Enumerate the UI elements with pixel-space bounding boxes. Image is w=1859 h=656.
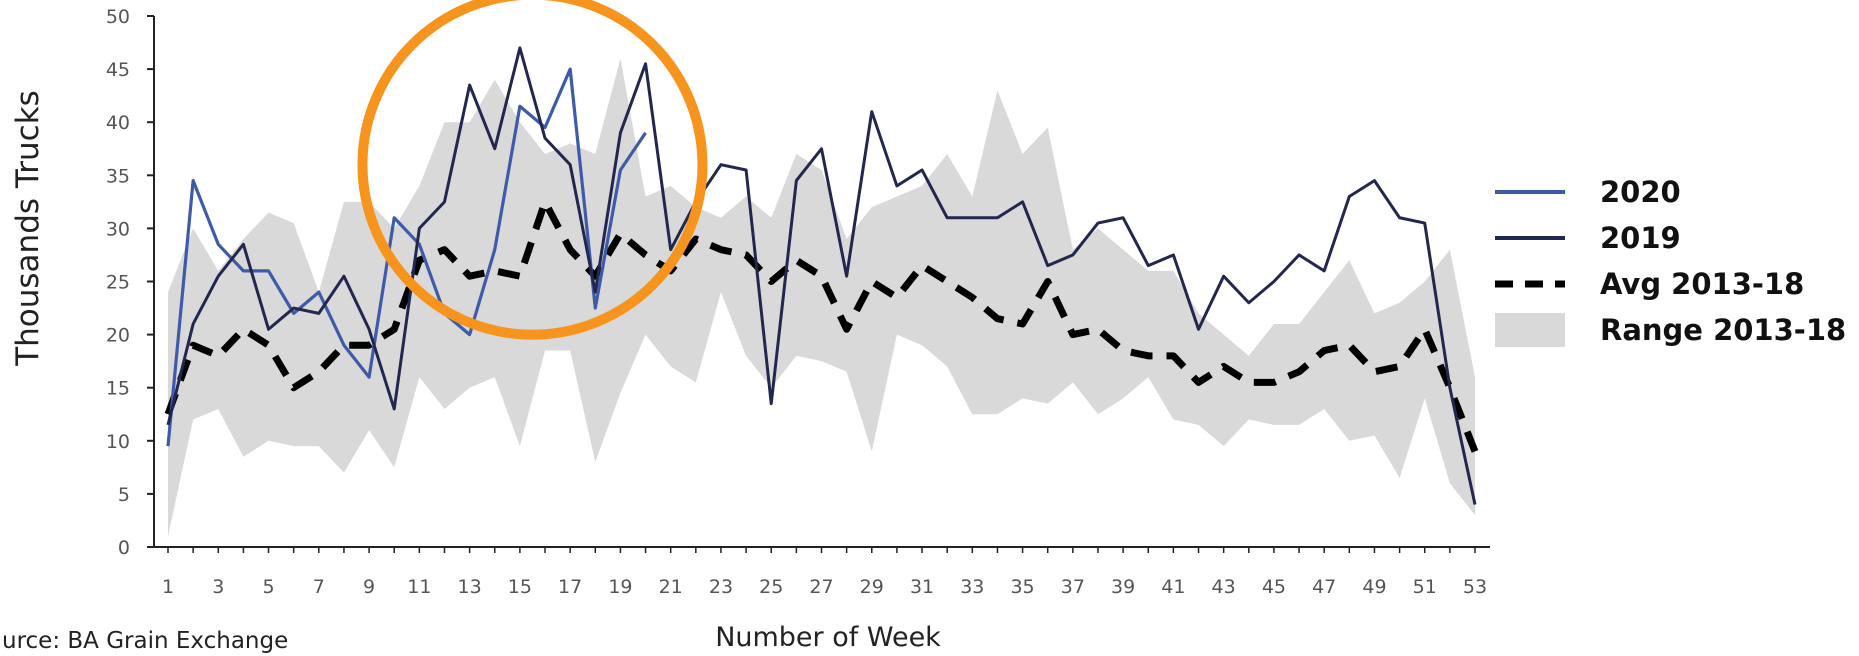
x-tick-label: 51: [1413, 576, 1437, 598]
x-tick-label: 23: [709, 576, 733, 598]
x-axis-label: Number of Week: [715, 622, 941, 653]
x-tick-label: 31: [910, 576, 934, 598]
y-tick-label: 35: [106, 165, 130, 187]
legend-label: 2019: [1600, 221, 1681, 255]
x-tick-label: 19: [608, 576, 632, 598]
x-tick-label: 41: [1161, 576, 1185, 598]
legend: 2020 2019 Avg 2013-18 Range 2013-18: [1495, 175, 1846, 347]
y-tick-label: 0: [118, 537, 130, 559]
y-tick-label: 50: [106, 6, 130, 28]
series-line-avg-2013-18: [164, 198, 1479, 453]
x-tick-label: 3: [212, 576, 224, 598]
y-tick-label: 45: [106, 59, 130, 81]
x-tick-label: 21: [659, 576, 683, 598]
x-tick-label: 29: [860, 576, 884, 598]
x-tick-label: 27: [809, 576, 833, 598]
series-range-band: [168, 58, 1475, 537]
legend-item: 2020: [1495, 175, 1681, 209]
x-tick-label: 15: [508, 576, 532, 598]
y-tick-label: 25: [106, 272, 130, 294]
highlight-circle: [357, 0, 708, 340]
x-tick-label: 1: [162, 576, 174, 598]
x-tick-label: 35: [1010, 576, 1034, 598]
y-tick-label: 20: [106, 325, 130, 347]
x-tick-label: 11: [407, 576, 431, 598]
y-tick-label: 5: [118, 484, 130, 506]
x-tick-label: 43: [1212, 576, 1236, 598]
y-axis-label: Thousands Trucks: [10, 90, 46, 367]
legend-swatch: [1495, 313, 1565, 347]
legend-item: Avg 2013-18: [1495, 267, 1804, 301]
y-tick-label: 10: [106, 431, 130, 453]
x-tick-label: 45: [1262, 576, 1286, 598]
chart-text: Thousands Trucks Number of Week urce: BA…: [2, 90, 941, 654]
legend-label: Avg 2013-18: [1600, 267, 1804, 301]
range-band-layer: [168, 58, 1475, 537]
x-tick-label: 13: [458, 576, 482, 598]
x-tick-label: 53: [1463, 576, 1487, 598]
highlight-layer: [357, 0, 708, 340]
x-tick-label: 37: [1061, 576, 1085, 598]
legend-item: Range 2013-18: [1495, 313, 1846, 347]
x-tick-label: 39: [1111, 576, 1135, 598]
y-tick-label: 40: [106, 112, 130, 134]
x-tick-label: 33: [960, 576, 984, 598]
x-tick-label: 25: [759, 576, 783, 598]
series-line-2019: [166, 46, 1477, 505]
x-tick-label: 9: [363, 576, 375, 598]
legend-label: Range 2013-18: [1600, 313, 1846, 347]
x-tick-label: 17: [558, 576, 582, 598]
legend-label: 2020: [1600, 175, 1681, 209]
x-tick-label: 49: [1362, 576, 1386, 598]
x-tick-label: 47: [1312, 576, 1336, 598]
y-tick-label: 15: [106, 378, 130, 400]
series-line-2020: [166, 67, 647, 447]
legend-item: 2019: [1495, 221, 1681, 255]
source-note: urce: BA Grain Exchange: [2, 628, 288, 654]
y-tick-label: 30: [106, 218, 130, 240]
x-tick-label: 5: [262, 576, 274, 598]
x-tick-label: 7: [313, 576, 325, 598]
series-lines: [164, 46, 1479, 505]
